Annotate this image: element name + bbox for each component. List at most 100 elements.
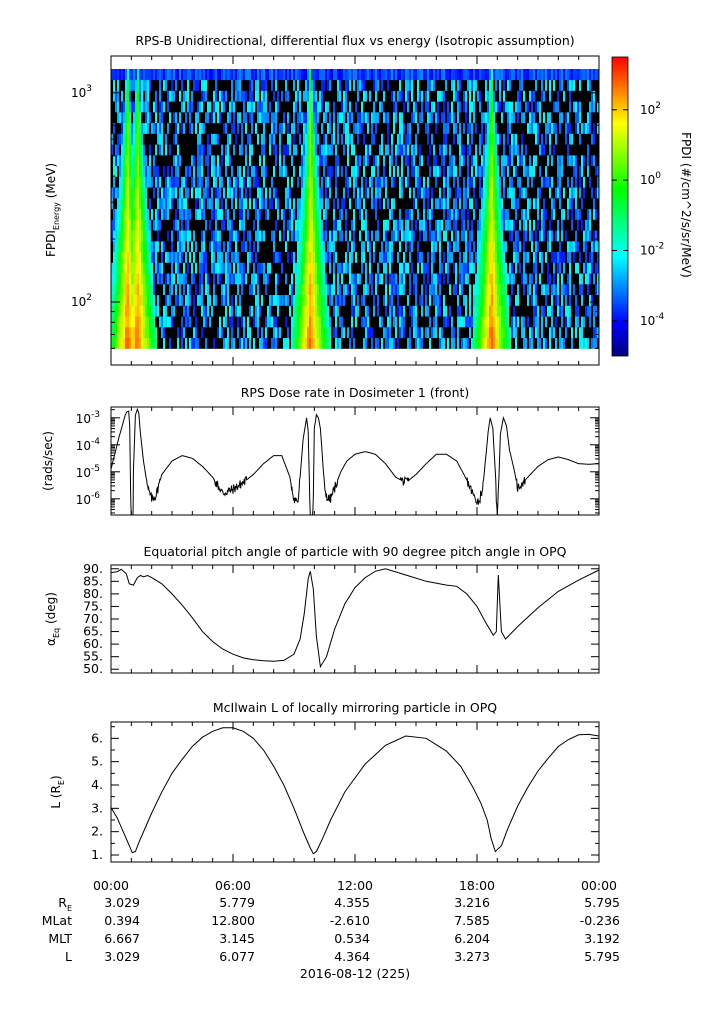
spectrogram-cell [127, 133, 130, 145]
spectrogram-cell [127, 316, 130, 328]
spectrogram-cell [553, 294, 556, 306]
spectrogram-cell [209, 176, 212, 188]
spectrogram-cell [581, 305, 584, 317]
spectrogram-cell [563, 144, 566, 156]
spectrogram-cell [583, 187, 586, 199]
spectrogram-cell [117, 144, 120, 156]
spectrogram-cell [277, 251, 280, 263]
spectrogram-cell [133, 208, 136, 220]
spectrogram-cell [325, 208, 328, 220]
spectrogram-cell [375, 283, 378, 296]
spectrogram-cell [561, 251, 564, 263]
spectrogram-cell [323, 165, 326, 177]
spectrogram-cell [295, 219, 298, 231]
spectrogram-cell [381, 230, 384, 242]
spectrogram-cell [415, 219, 418, 231]
spectrogram-cell [533, 219, 536, 231]
spectrogram-cell [457, 316, 460, 328]
spectrogram-cell [217, 144, 220, 156]
spectrogram-cell [197, 122, 200, 134]
spectrogram-cell [435, 208, 438, 220]
spectrogram-cell [223, 230, 226, 242]
spectrogram-cell [275, 262, 278, 274]
spectrogram-cell [185, 305, 188, 317]
spectrogram-cell [429, 154, 432, 167]
spectrogram-cell [405, 262, 408, 274]
spectrogram-cell [569, 294, 572, 306]
spectrogram-cell [359, 337, 362, 349]
spectrogram-cell [175, 197, 178, 210]
spectrogram-cell [155, 251, 158, 263]
spectrogram-cell [281, 326, 284, 339]
spectrogram-cell [187, 230, 190, 242]
spectrogram-cell [541, 197, 544, 210]
spectrogram-cell [197, 187, 200, 199]
spectrogram-cell [577, 208, 580, 220]
spectrogram-cell [513, 133, 516, 145]
spectrogram-cell [501, 187, 504, 199]
spectrogram-cell [229, 208, 232, 220]
spectrogram-cell [131, 176, 134, 188]
spectrogram-cell [185, 316, 188, 328]
spectrogram-cell [219, 208, 222, 220]
spectrogram-cell [571, 230, 574, 242]
spectrogram-cell [355, 273, 358, 285]
spectrogram-cell [355, 165, 358, 177]
spectrogram-cell [407, 176, 410, 188]
spectrogram-cell [229, 165, 232, 177]
spectrogram-cell [169, 197, 172, 210]
spectrogram-cell [373, 197, 376, 210]
spectrogram-cell [205, 219, 208, 231]
spectrogram-cell [465, 294, 468, 306]
spectrogram-cell [237, 283, 240, 296]
spectrogram-cell [189, 262, 192, 274]
spectrogram-cell [291, 165, 294, 177]
spectrogram-cell [529, 187, 532, 199]
spectrogram-cell [179, 283, 182, 296]
spectrogram-cell [337, 208, 340, 220]
spectrogram-cell [453, 240, 456, 253]
spectrogram-cell [139, 251, 142, 263]
spectrogram-cell [281, 273, 284, 285]
spectrogram-cell [503, 294, 506, 306]
spectrogram-cell [279, 262, 282, 274]
spectrogram-cell [533, 176, 536, 188]
spectrogram-cell [565, 251, 568, 263]
spectrogram-cell [317, 294, 320, 306]
spectrogram-cell [193, 208, 196, 220]
spectrogram-cell [379, 283, 382, 296]
spectrogram-cell [533, 133, 536, 145]
spectrogram-cell [443, 305, 446, 317]
spectrogram-cell [329, 326, 332, 339]
spectrogram-cell [205, 176, 208, 188]
spectrogram-cell [281, 305, 284, 317]
spectrogram-cell [535, 240, 538, 253]
spectrogram-cell [141, 251, 144, 263]
spectrogram-cell [219, 133, 222, 145]
spectrogram-cell [365, 133, 368, 145]
spectrogram-cell [431, 197, 434, 210]
spectrogram-cell [435, 294, 438, 306]
spectrogram-cell [363, 230, 366, 242]
spectrogram-cell [187, 316, 190, 328]
spectrogram-cell [221, 197, 224, 210]
spectrogram-cell [367, 133, 370, 145]
spectrogram-cell [343, 273, 346, 285]
spectrogram-cell [127, 197, 130, 210]
spectrogram-cell [171, 144, 174, 156]
spectrogram-cell [587, 165, 590, 177]
spectrogram-cell [471, 219, 474, 231]
spectrogram-cell [529, 283, 532, 296]
spectrogram-cell [545, 219, 548, 231]
spectrogram-cell [205, 144, 208, 156]
spectrogram-cell [507, 219, 510, 231]
spectrogram-cell [497, 154, 500, 167]
spectrogram-cell [379, 326, 382, 339]
spectrogram-cell [357, 283, 360, 296]
spectrogram-cell [267, 240, 270, 253]
spectrogram-cell [301, 187, 304, 199]
spectrogram-cell [391, 251, 394, 263]
spectrogram-cell [571, 208, 574, 220]
spectrogram-cell [143, 165, 146, 177]
spectrogram-cell [583, 230, 586, 242]
